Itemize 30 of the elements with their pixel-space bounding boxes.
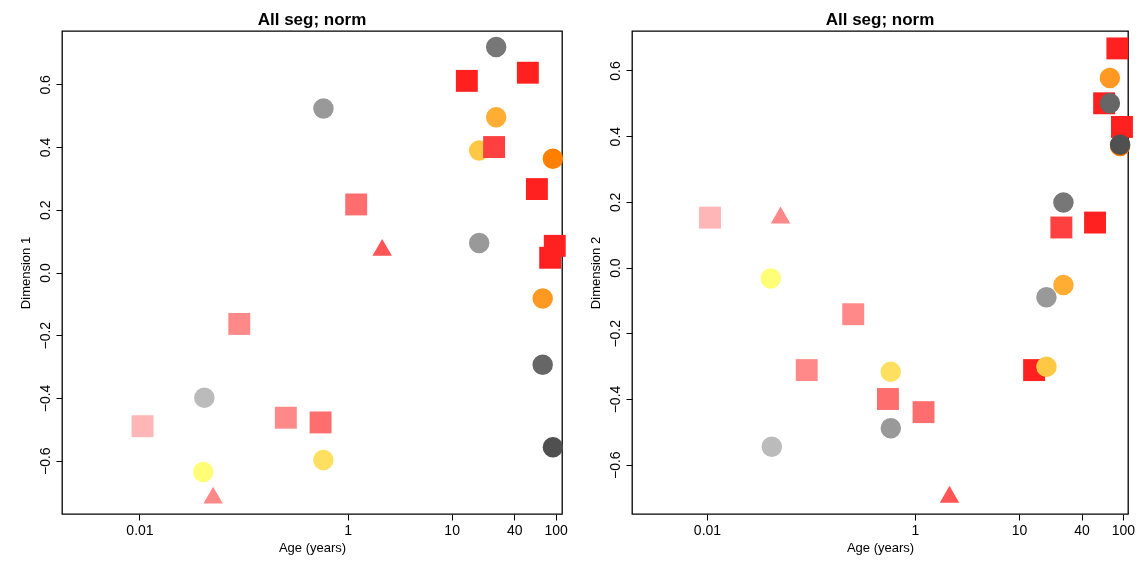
x-tick-label: 10 [444,521,461,538]
x-axis-title: Age (years) [278,539,347,555]
x-tick-label: 40 [506,521,523,538]
x-tick-label: 40 [1074,521,1090,538]
y-tick-label: −0.4 [36,384,53,413]
x-tick-label: 10 [1011,521,1028,538]
y-tick-label: 0.2 [36,200,53,221]
x-axis-title: Age (years) [846,539,915,555]
y-tick-label: 0.2 [606,192,623,213]
chart-title: All seg; norm [825,10,935,29]
y-axis-title: Dimension 2 [587,236,603,310]
chart-title: All seg; norm [257,10,367,29]
x-tick-label: 100 [544,521,569,538]
y-tick-label: 0.6 [606,60,623,81]
x-tick-label: 0.01 [126,521,154,538]
y-tick-label: 0.6 [36,74,53,95]
x-tick-label: 1 [344,521,353,538]
y-tick-label: −0.6 [36,447,53,475]
x-tick-label: 1 [911,521,920,538]
y-tick-label: −0.2 [36,321,53,350]
y-tick-label: −0.4 [606,385,623,414]
y-tick-label: −0.6 [606,451,623,480]
x-tick-label: 0.01 [693,521,722,538]
y-tick-label: 0.0 [606,258,623,278]
x-tick-label: 100 [1111,521,1136,538]
y-axis-title: Dimension 1 [17,236,33,310]
y-tick-label: 0.4 [606,126,623,147]
y-tick-label: −0.2 [606,319,623,348]
y-tick-label: 0.4 [36,137,53,158]
y-tick-label: 0.0 [36,263,53,283]
